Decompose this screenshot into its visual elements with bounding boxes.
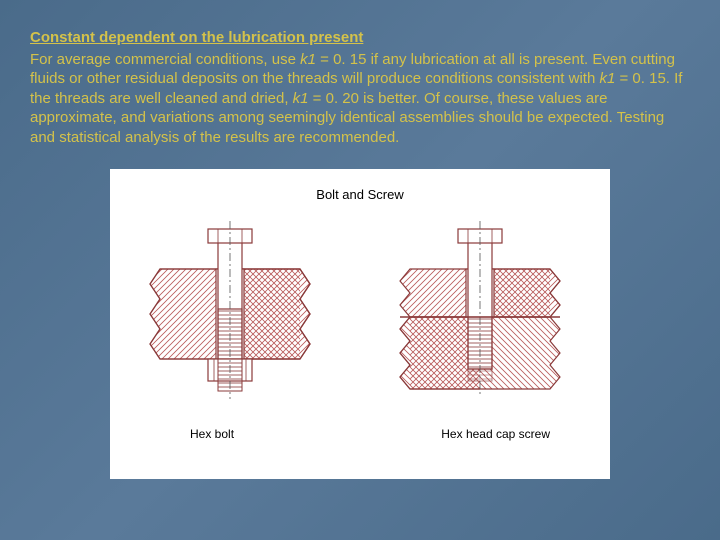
body-paragraph: For average commercial conditions, use k… bbox=[30, 50, 690, 148]
slide-content: Constant dependent on the lubrication pr… bbox=[0, 0, 720, 147]
para-1: For average commercial conditions, use bbox=[30, 51, 300, 68]
diagram-frame: Bolt and Screw bbox=[110, 169, 610, 479]
label-hex-bolt: Hex bolt bbox=[190, 427, 234, 441]
k1-a: k1 bbox=[300, 51, 316, 68]
k1-b: k1 bbox=[599, 70, 615, 87]
heading: Constant dependent on the lubrication pr… bbox=[30, 28, 690, 48]
k1-c: k1 bbox=[293, 90, 309, 107]
label-hex-cap-screw: Hex head cap screw bbox=[441, 427, 550, 441]
